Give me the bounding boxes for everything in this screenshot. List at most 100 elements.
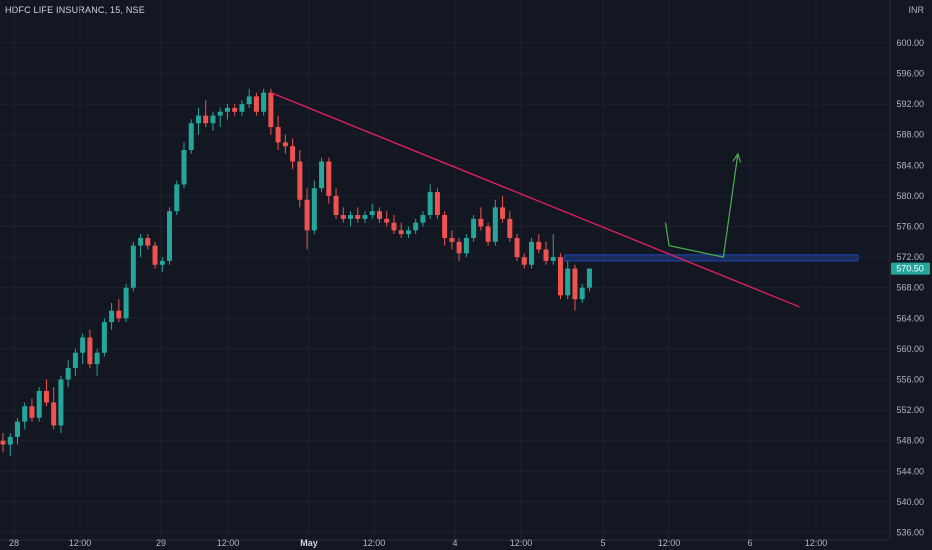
price-tick-label: 564.00 (896, 313, 924, 323)
candle-body (434, 192, 440, 216)
candle-body (492, 207, 498, 242)
chart-title: HDFC LIFE INSURANC, 15, NSE (5, 5, 145, 15)
price-tick-label: 576.00 (896, 222, 924, 232)
candle-body (355, 215, 361, 219)
candle (87, 329, 93, 369)
price-tick-label: 584.00 (896, 160, 924, 170)
candle (427, 184, 433, 219)
candle (391, 215, 397, 235)
time-tick-label: 6 (747, 538, 752, 548)
time-tick-label: 12:00 (805, 538, 828, 548)
candle (333, 188, 339, 219)
candle (72, 348, 78, 376)
candle (500, 195, 506, 223)
candle-body (203, 115, 209, 124)
candle-body (319, 161, 325, 189)
candle (29, 398, 35, 422)
candle (478, 207, 484, 231)
candle (521, 253, 527, 269)
candle-body (58, 379, 64, 426)
candle (413, 218, 419, 235)
candle-body (514, 237, 520, 258)
candle-body (507, 218, 513, 238)
candle-body (253, 96, 259, 112)
candle (145, 234, 151, 250)
candle (311, 180, 317, 235)
candle-body (275, 127, 281, 143)
grid (0, 0, 890, 540)
candle (456, 237, 462, 261)
candle-body (268, 92, 274, 128)
time-tick-label: 28 (9, 538, 19, 548)
candle (58, 375, 64, 434)
price-tick-label: 548.00 (896, 436, 924, 446)
candle-body (80, 337, 86, 353)
candle (565, 260, 571, 300)
price-tick-label: 568.00 (896, 283, 924, 293)
candle-body (65, 368, 71, 380)
candle-body (449, 237, 455, 242)
candle (579, 283, 585, 303)
price-tick-label: 536.00 (896, 528, 924, 538)
candle-body (7, 436, 13, 445)
candle-body (87, 337, 93, 365)
candle-body (239, 104, 245, 112)
trendline[interactable] (270, 92, 800, 308)
candle (507, 211, 513, 242)
candle-body (290, 146, 296, 162)
price-tag-value: 570.50 (896, 264, 924, 274)
projection-path[interactable] (664, 153, 739, 258)
candle-body (500, 207, 506, 219)
candle-body (167, 211, 173, 261)
candle (239, 100, 245, 116)
candle (485, 222, 491, 246)
candle (557, 253, 563, 300)
candle (355, 207, 361, 223)
candle-body (210, 115, 216, 124)
candle (420, 211, 426, 227)
candle-body (348, 215, 354, 219)
currency-label: INR (909, 5, 925, 15)
candle-body (174, 184, 180, 212)
candle-body (138, 237, 144, 246)
candle-body (456, 241, 462, 254)
candle-body (420, 215, 426, 223)
candle (224, 104, 230, 120)
candle (471, 215, 477, 242)
support-zone-rect[interactable] (564, 254, 859, 262)
candle (492, 199, 498, 246)
candle-body (485, 226, 491, 242)
candle-body (101, 322, 107, 353)
candle-body (130, 245, 136, 288)
price-tick-label: 560.00 (896, 344, 924, 354)
candle (529, 237, 535, 269)
candle (319, 157, 325, 193)
candle (572, 264, 578, 311)
candle-body (195, 115, 201, 124)
candle (116, 299, 122, 323)
candles (0, 88, 592, 456)
candle-body (14, 421, 20, 437)
candle-body (224, 107, 230, 112)
candle (159, 257, 165, 273)
candle-body (152, 245, 158, 265)
candle-body (145, 237, 151, 246)
last-price-tag: 570.50 (891, 262, 930, 275)
candle (514, 234, 520, 261)
candle (94, 348, 100, 376)
candle (304, 188, 310, 250)
time-axis: 28 12:00 29 12:00 May 12:00 4 12:00 5 12:00 6 12:00 (9, 538, 827, 548)
candle (195, 107, 201, 135)
candle (203, 100, 209, 128)
candle (398, 222, 404, 238)
candle-body (442, 215, 448, 238)
price-tick-label: 580.00 (896, 191, 924, 201)
time-tick-label: 12:00 (658, 538, 681, 548)
candle (36, 387, 42, 422)
candle (181, 142, 187, 189)
candle (326, 157, 332, 204)
price-tick-label: 588.00 (896, 130, 924, 140)
candle (232, 104, 238, 116)
time-tick-label: 5 (600, 538, 605, 548)
